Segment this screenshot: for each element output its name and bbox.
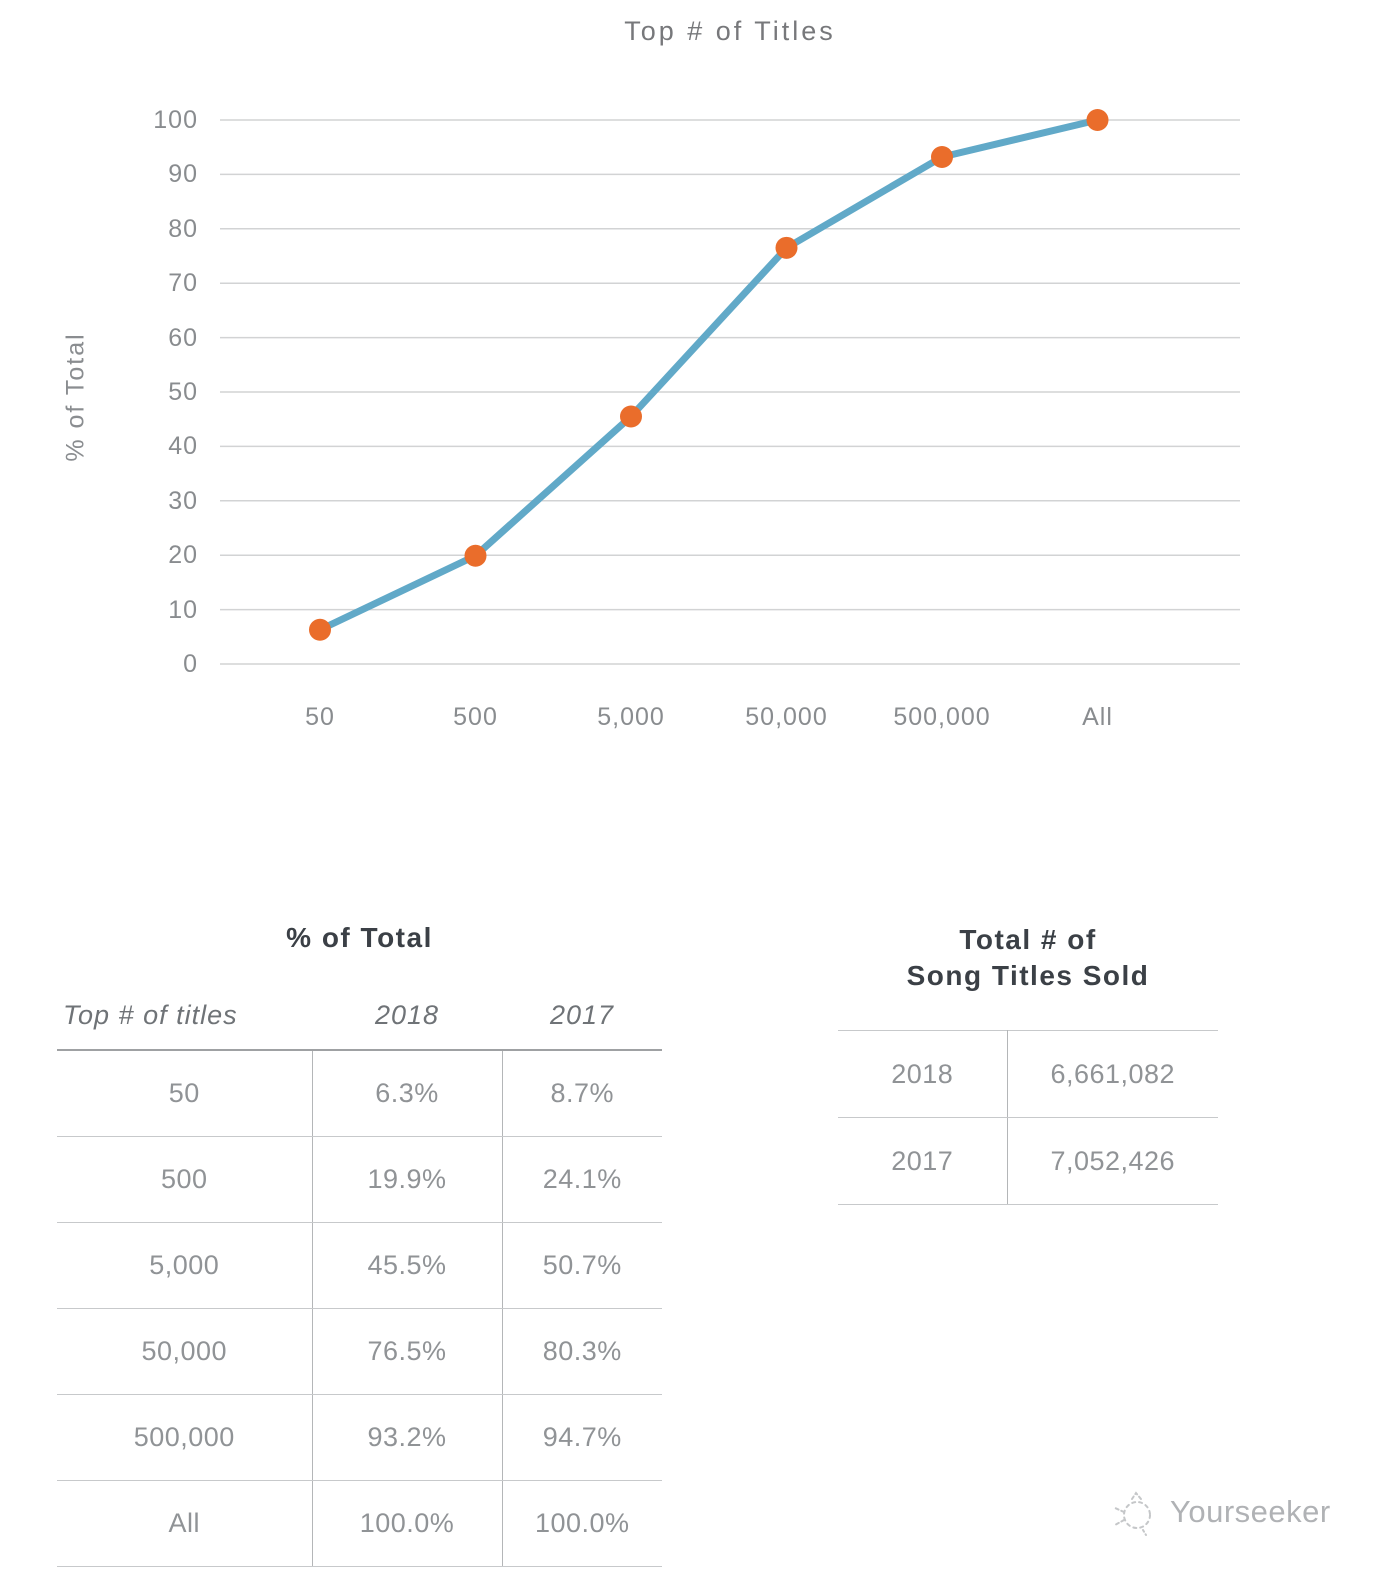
x-tick-label: 50,000 bbox=[745, 703, 828, 731]
line-chart-svg bbox=[220, 109, 1240, 665]
cell-2018-500000: 93.2% bbox=[311, 1394, 502, 1481]
col-header-2017: 2017 bbox=[502, 1000, 662, 1051]
y-tick-label: 80 bbox=[168, 214, 198, 243]
yourseeker-logo-icon bbox=[1114, 1491, 1151, 1536]
totals-title-line2: Song Titles Sold bbox=[906, 960, 1150, 991]
cell-year-2017: 2017 bbox=[838, 1117, 1007, 1205]
percent-table-title: % of Total bbox=[286, 922, 433, 953]
col-header-2018: 2018 bbox=[312, 1000, 502, 1051]
y-tick-label: 50 bbox=[168, 378, 198, 406]
percent-table-header-row: Top # of titles 2018 2017 bbox=[57, 1000, 662, 1051]
y-axis-label: % of Total bbox=[61, 332, 90, 462]
y-tick-label: 10 bbox=[168, 595, 198, 624]
x-tick-label: All bbox=[1082, 703, 1113, 731]
cell-2017-50000: 80.3% bbox=[501, 1308, 662, 1395]
y-tick-label: 40 bbox=[168, 432, 198, 461]
data-point-50000 bbox=[775, 236, 798, 259]
total-titles-sold-table-section: Total # of Song Titles Sold 2018 6,661,0… bbox=[838, 922, 1218, 1205]
y-tick-label: 100 bbox=[153, 106, 198, 134]
cell-2018-50000: 76.5% bbox=[311, 1308, 502, 1395]
cell-year-2018: 2018 bbox=[838, 1030, 1007, 1118]
y-tick-label: 30 bbox=[168, 486, 198, 515]
x-tick-label: 500,000 bbox=[893, 703, 991, 731]
series-line bbox=[316, 116, 1101, 634]
x-tick-label: 500 bbox=[453, 703, 498, 731]
cell-2018-50: 6.3% bbox=[311, 1050, 502, 1137]
chart-title: Top # of Titles bbox=[624, 16, 836, 46]
cell-total-2017: 7,052,426 bbox=[1006, 1117, 1218, 1205]
cell-titles-all: All bbox=[57, 1480, 312, 1567]
col-header-top-num-titles: Top # of titles bbox=[57, 1000, 312, 1051]
data-point-500 bbox=[464, 544, 487, 567]
table-row: 500 19.9% 24.1% bbox=[57, 1136, 662, 1223]
cell-2017-all: 100.0% bbox=[501, 1480, 662, 1567]
cell-total-2018: 6,661,082 bbox=[1006, 1030, 1218, 1118]
table-row: 500,000 93.2% 94.7% bbox=[57, 1394, 662, 1481]
cell-2018-500: 19.9% bbox=[311, 1136, 502, 1223]
x-tick-label: 5,000 bbox=[597, 703, 665, 731]
data-point-5000 bbox=[620, 405, 642, 428]
x-tick-label: 50 bbox=[305, 703, 335, 731]
y-tick-label: 70 bbox=[168, 269, 198, 298]
y-tick-label: 90 bbox=[168, 160, 198, 189]
data-point-All bbox=[1086, 109, 1109, 131]
cell-2018-5000: 45.5% bbox=[311, 1222, 502, 1309]
totals-table-title: Total # of Song Titles Sold bbox=[838, 922, 1218, 994]
yourseeker-label: Yourseeker bbox=[1170, 1494, 1331, 1529]
cell-2017-50: 8.7% bbox=[501, 1050, 662, 1137]
cell-titles-50: 50 bbox=[57, 1050, 312, 1137]
data-point-50 bbox=[309, 618, 331, 641]
totals-title-line1: Total # of bbox=[959, 924, 1097, 955]
cell-2017-500000: 94.7% bbox=[501, 1394, 662, 1481]
totals-table: 2018 6,661,082 2017 7,052,426 bbox=[838, 1030, 1218, 1205]
percent-table: Top # of titles 2018 2017 50 6.3% 8.7% 5… bbox=[57, 1000, 662, 1567]
table-row: All 100.0% 100.0% bbox=[57, 1480, 662, 1567]
cell-titles-5000: 5,000 bbox=[57, 1222, 312, 1309]
yourseeker-watermark: Yourseeker bbox=[1110, 1486, 1331, 1538]
cell-2017-500: 24.1% bbox=[501, 1136, 662, 1223]
table-row: 2018 6,661,082 bbox=[838, 1030, 1218, 1118]
y-tick-label: 0 bbox=[183, 650, 198, 678]
table-row: 5,000 45.5% 50.7% bbox=[57, 1222, 662, 1309]
table-row: 2017 7,052,426 bbox=[838, 1117, 1218, 1205]
cell-titles-500000: 500,000 bbox=[57, 1394, 312, 1481]
cell-2018-all: 100.0% bbox=[311, 1480, 502, 1567]
cell-titles-50000: 50,000 bbox=[57, 1308, 312, 1395]
cell-titles-500: 500 bbox=[57, 1136, 312, 1223]
data-point-500000 bbox=[931, 145, 953, 168]
y-tick-label: 20 bbox=[168, 541, 198, 570]
table-row: 50,000 76.5% 80.3% bbox=[57, 1308, 662, 1395]
percent-of-total-table-section: % of Total Top # of titles 2018 2017 50 … bbox=[57, 922, 662, 1567]
table-row: 50 6.3% 8.7% bbox=[57, 1050, 662, 1137]
cell-2017-5000: 50.7% bbox=[501, 1222, 662, 1309]
y-tick-label: 60 bbox=[168, 323, 198, 352]
